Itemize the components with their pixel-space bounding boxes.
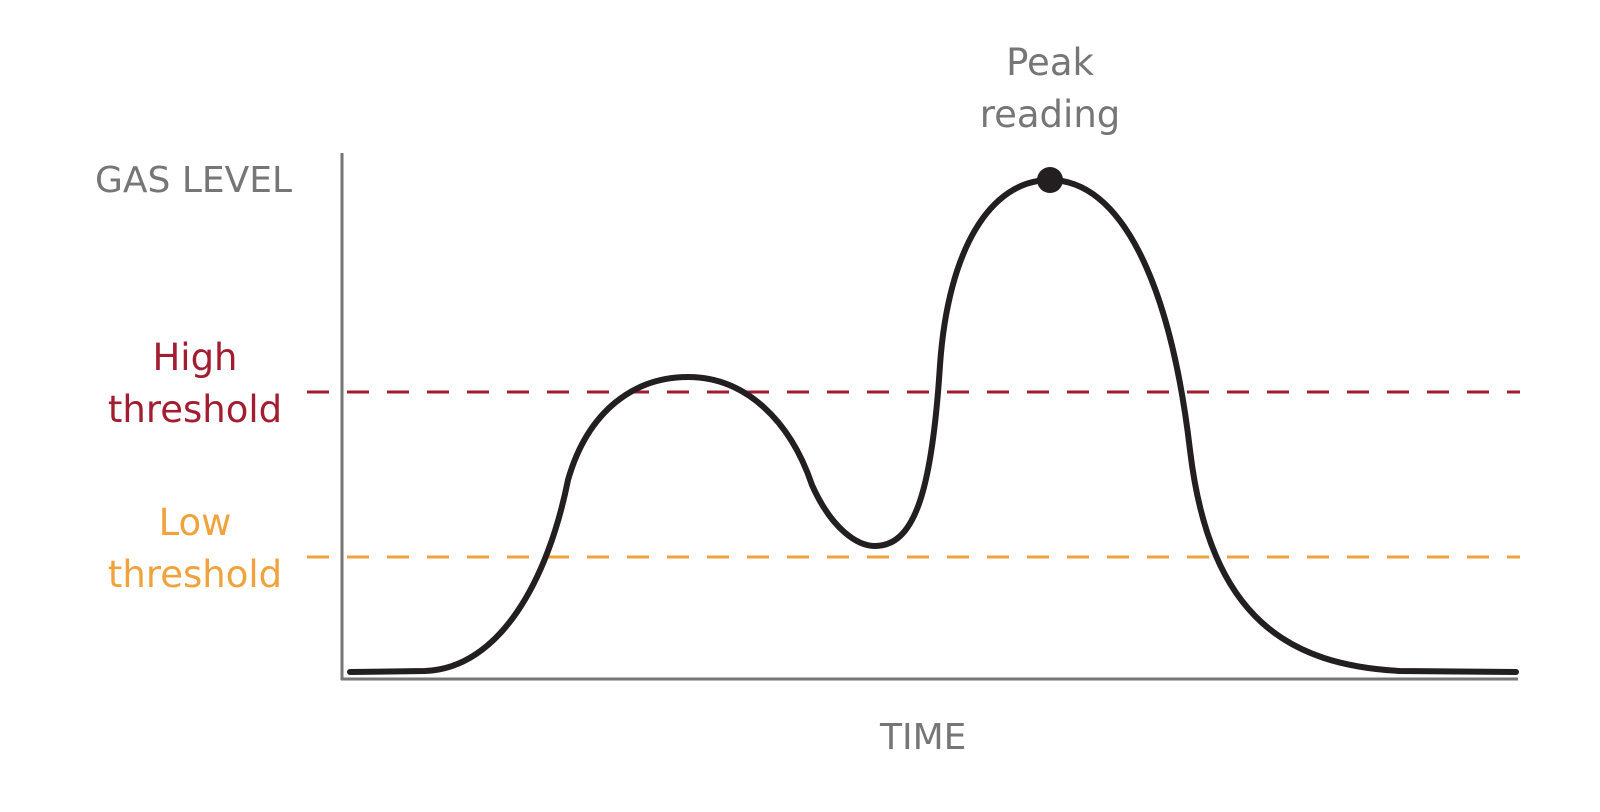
peak-reading-label: Peak reading — [950, 37, 1150, 141]
y-axis-label: GAS LEVEL — [95, 160, 293, 201]
high-threshold-line1: High — [152, 336, 238, 379]
high-threshold-label: High threshold — [90, 332, 300, 436]
x-axis-label: TIME — [880, 717, 967, 758]
gas-level-curve — [347, 177, 1519, 675]
peak-label-line2: reading — [979, 93, 1121, 136]
high-threshold-line2: threshold — [107, 388, 283, 431]
peak-marker — [1037, 167, 1063, 193]
low-threshold-label: Low threshold — [90, 497, 300, 601]
low-threshold-line2: threshold — [107, 553, 283, 596]
peak-label-line1: Peak — [1006, 41, 1094, 84]
low-threshold-line1: Low — [158, 501, 232, 544]
